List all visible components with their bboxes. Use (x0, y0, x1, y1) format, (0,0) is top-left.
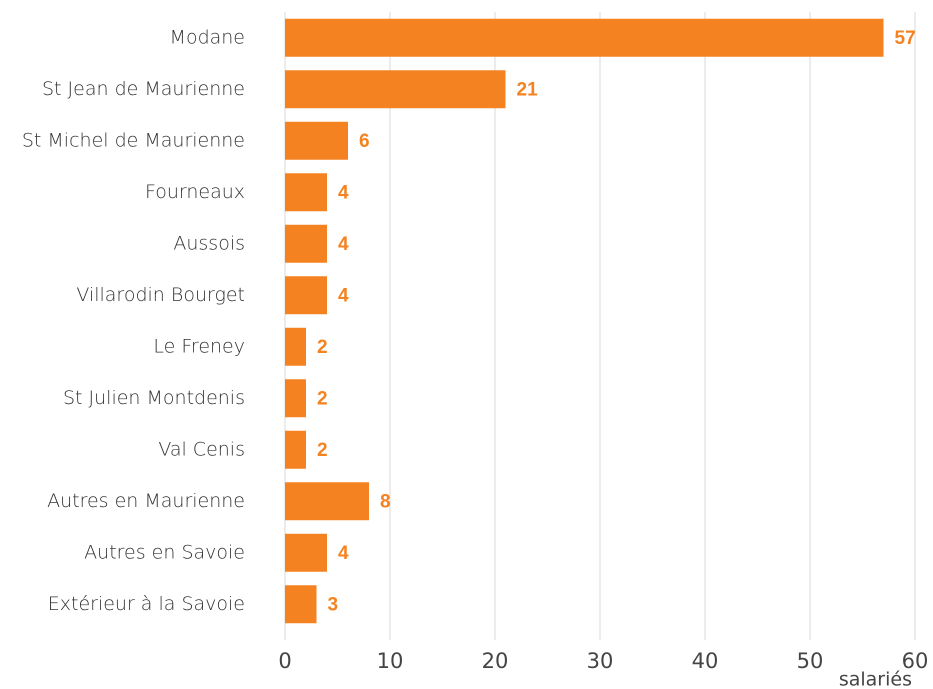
bar (285, 224, 327, 263)
x-tick-label: 20 (482, 649, 509, 673)
bar (285, 121, 348, 160)
bar (285, 533, 327, 572)
data-label: 21 (517, 79, 539, 100)
y-tick-label: Autres en Savoie (84, 541, 245, 563)
y-tick-label: St Jean de Maurienne (42, 78, 245, 100)
bar (285, 173, 327, 212)
data-label: 8 (380, 491, 391, 512)
x-tick-label: 50 (797, 649, 824, 673)
bar (285, 18, 884, 57)
y-tick-label: Villarodin Bourget (76, 284, 245, 306)
bar (285, 379, 306, 418)
x-tick-label: 10 (377, 649, 404, 673)
y-tick-label: Fourneaux (145, 181, 245, 203)
y-tick-label: Aussois (173, 232, 245, 254)
x-axis-label: salariés (839, 669, 912, 689)
bar (285, 276, 327, 315)
bar (285, 327, 306, 366)
data-label: 4 (338, 234, 349, 255)
data-label: 3 (328, 594, 339, 615)
y-tick-label: Le Freney (153, 335, 245, 357)
y-tick-label: Extérieur à la Savoie (48, 593, 245, 615)
y-tick-label: St Michel de Maurienne (22, 129, 245, 151)
y-tick-label: Autres en Maurienne (47, 490, 245, 512)
x-tick-label: 60 (902, 649, 929, 673)
data-label: 2 (317, 337, 328, 358)
data-label: 6 (359, 131, 370, 152)
data-label: 4 (338, 543, 349, 564)
bar (285, 585, 317, 624)
data-label: 2 (317, 440, 328, 461)
y-tick-label: Modane (170, 26, 245, 48)
bar (285, 482, 369, 521)
x-tick-label: 30 (587, 649, 614, 673)
x-tick-label: 40 (692, 649, 719, 673)
x-tick-label: 0 (278, 649, 291, 673)
bar (285, 70, 506, 109)
y-tick-label: St Julien Montdenis (63, 387, 245, 409)
data-label: 4 (338, 285, 349, 306)
y-tick-label: Val Cenis (158, 438, 245, 460)
data-label: 57 (895, 28, 916, 49)
bar (285, 430, 306, 469)
data-label: 4 (338, 182, 349, 203)
data-label: 2 (317, 388, 328, 409)
